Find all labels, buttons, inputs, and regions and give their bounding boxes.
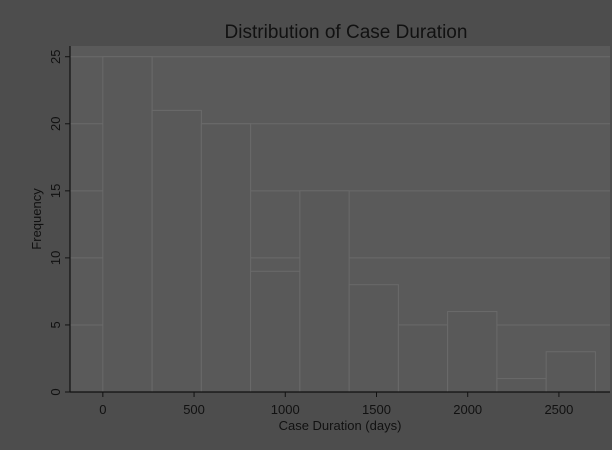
chart-title: Distribution of Case Duration: [225, 22, 468, 43]
y-tick-label-0: 0: [48, 388, 63, 395]
y-axis-label: Frequency: [29, 188, 44, 250]
histogram-bar-7: [397, 324, 449, 393]
histogram-bar-2: [151, 109, 202, 393]
x-tick-label-500: 500: [183, 402, 205, 417]
histogram-bar-5: [299, 190, 350, 393]
histogram-bar-1: [102, 56, 153, 393]
histogram-bar-3: [200, 123, 252, 393]
x-tick-label-0: 0: [99, 402, 106, 417]
x-tick-label-2000: 2000: [453, 402, 482, 417]
histogram-bar-4: [250, 270, 301, 393]
y-tick-label-25: 25: [48, 49, 63, 63]
x-tick-label-1000: 1000: [271, 402, 300, 417]
axes: [65, 46, 610, 397]
y-tick-label-5: 5: [48, 321, 63, 328]
histogram-bar-6: [348, 284, 399, 393]
tick-labels: 0 5 10 15 20 25 0 500 1000 1500 2000 2500: [48, 49, 573, 417]
histogram-bar-9: [496, 378, 547, 393]
x-tick-label-1500: 1500: [362, 402, 391, 417]
histogram-bar-10: [545, 351, 596, 393]
y-tick-label-10: 10: [48, 251, 63, 265]
histogram-bar-8: [447, 311, 498, 393]
x-axis-label: Case Duration (days): [279, 418, 402, 433]
y-tick-label-15: 15: [48, 184, 63, 198]
histogram-bars: [102, 56, 596, 393]
y-tick-label-20: 20: [48, 117, 63, 131]
x-tick-label-2500: 2500: [544, 402, 573, 417]
